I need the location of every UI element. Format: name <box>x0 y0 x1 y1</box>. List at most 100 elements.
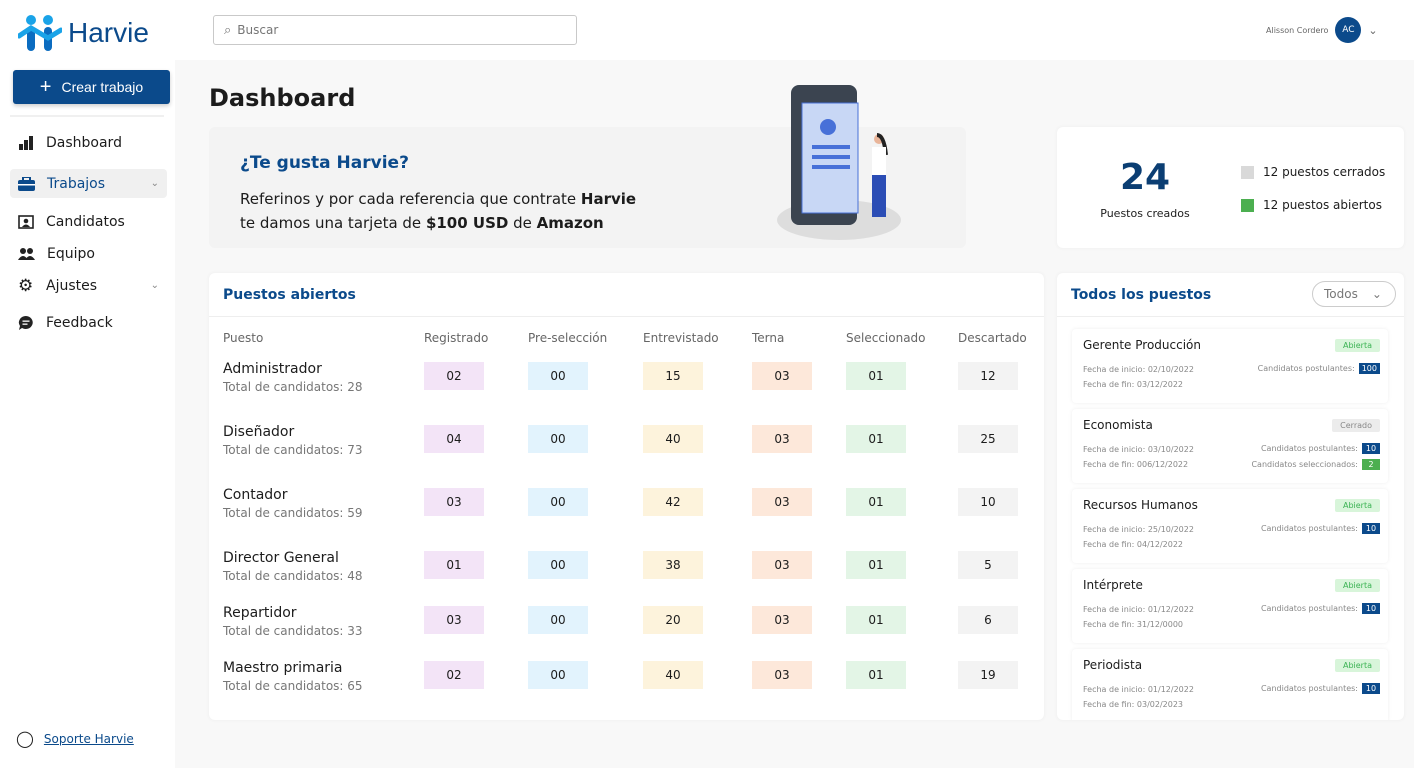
stage-count[interactable]: 02 <box>424 661 484 689</box>
stage-count[interactable]: 03 <box>424 488 484 516</box>
job-name[interactable]: Administrador <box>223 361 322 377</box>
sidebar-item-dashboard[interactable]: Dashboard <box>10 128 167 157</box>
stage-count[interactable]: 04 <box>424 425 484 453</box>
stage-count[interactable]: 03 <box>424 606 484 634</box>
job-name[interactable]: Repartidor <box>223 605 297 621</box>
search-box[interactable]: ⌕ <box>213 15 577 45</box>
selected-label: Candidatos seleccionados: <box>1251 460 1358 469</box>
sidebar-item-feedback[interactable]: Feedback <box>10 308 167 337</box>
stage-count[interactable]: 19 <box>958 661 1018 689</box>
start-date: Fecha de inicio: 01/12/2022 <box>1083 685 1194 694</box>
applicants-count: Candidatos postulantes: 10 <box>1261 443 1380 454</box>
candidate-total: Total de candidatos: 59 <box>223 506 363 520</box>
applicants-label: Candidatos postulantes: <box>1260 524 1358 533</box>
sidebar: Harvie + Crear trabajo Dashboard Trabajos… <box>0 0 175 768</box>
stage-count[interactable]: 15 <box>643 362 703 390</box>
stage-count[interactable]: 03 <box>752 551 812 579</box>
column-header: Puesto <box>223 331 264 345</box>
job-name[interactable]: Maestro primaria <box>223 660 343 676</box>
job-card[interactable]: Periodista Abierta Fecha de inicio: 01/12/… <box>1072 649 1388 720</box>
sidebar-item-ajustes[interactable]: ⚙ Ajustes ⌄ <box>10 271 167 300</box>
user-menu[interactable]: Alisson Cordero AC ⌄ <box>1266 17 1378 43</box>
stage-count[interactable]: 03 <box>752 488 812 516</box>
contact-card-icon <box>18 214 34 229</box>
stage-count[interactable]: 02 <box>424 362 484 390</box>
stage-count[interactable]: 40 <box>643 661 703 689</box>
job-name: Intérprete <box>1083 578 1143 592</box>
stage-count[interactable]: 00 <box>528 661 588 689</box>
applicants-count: Candidatos postulantes: 10 <box>1261 683 1380 694</box>
stage-count[interactable]: 01 <box>846 661 906 689</box>
promo-brand: Harvie <box>580 190 637 208</box>
stage-count[interactable]: 25 <box>958 425 1018 453</box>
column-header: Entrevistado <box>643 331 719 345</box>
logo[interactable]: Harvie <box>18 14 149 52</box>
stage-count[interactable]: 00 <box>528 551 588 579</box>
status-badge: Cerrado <box>1332 419 1380 432</box>
stage-count[interactable]: 01 <box>846 425 906 453</box>
legend-open: 12 puestos abiertos <box>1241 198 1382 212</box>
stage-count[interactable]: 01 <box>424 551 484 579</box>
column-header: Registrado <box>424 331 489 345</box>
harvie-logo-icon <box>18 15 62 51</box>
sidebar-item-equipo[interactable]: Equipo <box>10 239 167 268</box>
divider <box>10 115 164 117</box>
create-job-button[interactable]: + Crear trabajo <box>13 70 170 104</box>
job-name: Periodista <box>1083 658 1143 672</box>
sidebar-item-candidatos[interactable]: Candidatos <box>10 207 167 236</box>
start-date: Fecha de inicio: 01/12/2022 <box>1083 605 1194 614</box>
job-name: Recursos Humanos <box>1083 498 1198 512</box>
job-name[interactable]: Contador <box>223 487 288 503</box>
stage-count[interactable]: 03 <box>752 362 812 390</box>
stage-count[interactable]: 01 <box>846 488 906 516</box>
stage-count[interactable]: 03 <box>752 606 812 634</box>
stage-count[interactable]: 42 <box>643 488 703 516</box>
job-name[interactable]: Diseñador <box>223 424 295 440</box>
job-name[interactable]: Director General <box>223 550 339 566</box>
search-input[interactable] <box>237 23 538 37</box>
applicants-label: Candidatos postulantes: <box>1260 684 1358 693</box>
selected-value: 2 <box>1362 459 1380 470</box>
stage-count[interactable]: 5 <box>958 551 1018 579</box>
end-date: Fecha de fin: 03/02/2023 <box>1083 700 1183 709</box>
applicants-label: Candidatos postulantes: <box>1257 364 1355 373</box>
stage-count[interactable]: 40 <box>643 425 703 453</box>
stage-count[interactable]: 00 <box>528 488 588 516</box>
job-card[interactable]: Gerente Producción Abierta Fecha de inicio… <box>1072 329 1388 403</box>
selected-count: Candidatos seleccionados: 2 <box>1251 459 1380 470</box>
stage-count[interactable]: 10 <box>958 488 1018 516</box>
support-link[interactable]: ◯ Soporte Harvie <box>16 729 134 748</box>
stage-count[interactable]: 00 <box>528 425 588 453</box>
stage-count[interactable]: 20 <box>643 606 703 634</box>
promo-title: ¿Te gusta Harvie? <box>240 153 409 173</box>
status-filter-select[interactable]: Todos ⌄ <box>1312 281 1396 307</box>
column-header: Seleccionado <box>846 331 926 345</box>
chevron-down-icon: ⌄ <box>150 178 159 189</box>
job-card[interactable]: Recursos Humanos Abierta Fecha de inicio: … <box>1072 489 1388 563</box>
applicants-label: Candidatos postulantes: <box>1260 444 1358 453</box>
job-card[interactable]: Intérprete Abierta Fecha de inicio: 01/12/… <box>1072 569 1388 643</box>
sidebar-item-trabajos[interactable]: Trabajos ⌄ <box>10 169 167 198</box>
stage-count[interactable]: 00 <box>528 606 588 634</box>
applicants-value: 10 <box>1362 603 1380 614</box>
promo-amount: $100 USD <box>425 214 509 232</box>
stage-count[interactable]: 12 <box>958 362 1018 390</box>
stage-count[interactable]: 6 <box>958 606 1018 634</box>
stage-count[interactable]: 03 <box>752 425 812 453</box>
stage-count[interactable]: 38 <box>643 551 703 579</box>
end-date: Fecha de fin: 04/12/2022 <box>1083 540 1183 549</box>
stage-count[interactable]: 00 <box>528 362 588 390</box>
support-label[interactable]: Soporte Harvie <box>43 731 134 746</box>
column-header: Pre-selección <box>528 331 608 345</box>
stage-count[interactable]: 01 <box>846 362 906 390</box>
stage-count[interactable]: 03 <box>752 661 812 689</box>
stage-count[interactable]: 01 <box>846 551 906 579</box>
start-date: Fecha de inicio: 02/10/2022 <box>1083 365 1194 374</box>
search-icon: ⌕ <box>224 22 232 38</box>
stage-count[interactable]: 01 <box>846 606 906 634</box>
all-jobs-panel: Todos los puestos Todos ⌄ Gerente Producc… <box>1057 273 1404 720</box>
whatsapp-icon: ◯ <box>16 729 34 748</box>
status-badge: Abierta <box>1334 339 1380 352</box>
referral-banner: ¿Te gusta Harvie? Referinos y por cada r… <box>209 85 966 248</box>
job-card[interactable]: Economista Cerrado Fecha de inicio: 03/10/… <box>1072 409 1388 483</box>
